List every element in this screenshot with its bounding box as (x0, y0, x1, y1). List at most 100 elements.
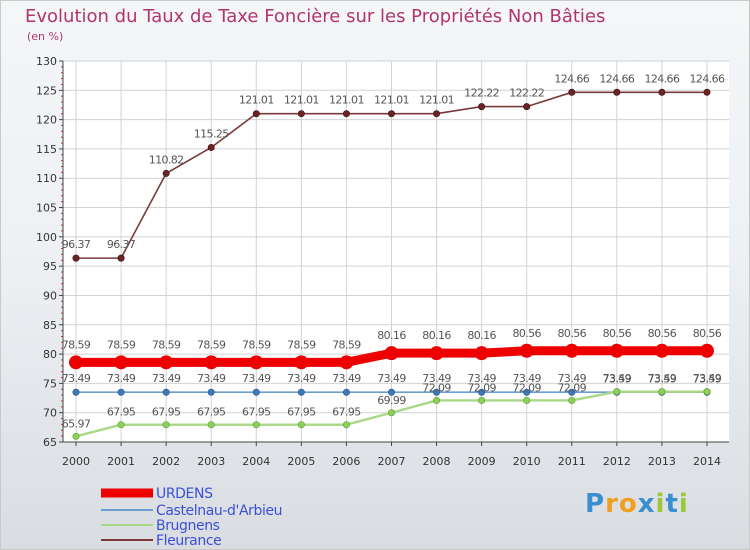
data-label: 124.66 (599, 72, 634, 85)
data-point (252, 388, 260, 396)
data-label: 73.59 (648, 373, 677, 386)
x-tick-label: 2007 (377, 455, 405, 468)
data-label: 80.56 (558, 327, 587, 340)
data-label: 73.49 (107, 372, 136, 385)
data-point (474, 346, 489, 361)
data-point (339, 355, 354, 370)
data-point (568, 396, 576, 404)
data-point (207, 388, 215, 396)
data-label: 73.49 (62, 372, 91, 385)
data-point (654, 343, 669, 358)
data-label: 96.37 (107, 238, 136, 251)
data-point (613, 88, 621, 96)
data-point (523, 103, 531, 111)
data-label: 73.59 (603, 373, 632, 386)
data-label: 72.09 (512, 381, 541, 394)
plot-area (63, 61, 729, 442)
data-point (433, 388, 441, 396)
x-tick-label: 2004 (242, 455, 270, 468)
x-tick-label: 2000 (62, 455, 90, 468)
unit-label: (en %) (27, 30, 64, 43)
data-label: 121.01 (374, 94, 409, 107)
data-label: 73.49 (332, 372, 361, 385)
data-label: 122.22 (509, 87, 544, 100)
data-point (523, 396, 531, 404)
data-label: 96.37 (62, 238, 91, 251)
data-label: 73.49 (242, 372, 271, 385)
data-label: 73.49 (603, 372, 632, 385)
data-label: 121.01 (239, 94, 274, 107)
x-tick-label: 2005 (287, 455, 315, 468)
data-point (204, 355, 219, 370)
data-point (207, 143, 215, 151)
data-label: 115.25 (194, 127, 229, 140)
data-point (703, 88, 711, 96)
data-point (72, 254, 80, 262)
data-point (249, 355, 264, 370)
series-fleurance (72, 88, 711, 262)
legend-label: Brugnens (156, 518, 220, 534)
data-point (342, 388, 350, 396)
data-label: 73.49 (512, 372, 541, 385)
y-tick-label: 130 (36, 55, 57, 68)
data-label: 80.16 (422, 329, 451, 342)
data-label: 124.66 (554, 72, 589, 85)
data-point (519, 343, 534, 358)
data-label: 80.56 (648, 327, 677, 340)
data-point (114, 355, 129, 370)
data-point (568, 88, 576, 96)
data-point (658, 388, 666, 396)
data-point (252, 110, 260, 118)
data-label: 73.49 (558, 372, 587, 385)
data-label: 122.22 (464, 87, 499, 100)
data-point (252, 421, 260, 429)
data-point (342, 421, 350, 429)
y-tick-label: 100 (36, 231, 57, 244)
data-label: 73.59 (693, 373, 722, 386)
data-point (699, 343, 714, 358)
data-label: 73.49 (422, 372, 451, 385)
x-tick-label: 2009 (468, 455, 496, 468)
data-point (297, 110, 305, 118)
data-point (564, 343, 579, 358)
logo-letter: x (637, 489, 656, 519)
data-label: 73.49 (287, 372, 316, 385)
x-axis-ticks: 2000 2001 2002 2003 2004 2005 2006 2007 2008 2009… (62, 442, 721, 468)
data-label: 67.95 (242, 406, 271, 419)
legend-label: Fleurance (156, 533, 221, 549)
data-point (609, 343, 624, 358)
data-label: 80.56 (603, 327, 632, 340)
data-label: 110.82 (149, 153, 184, 166)
data-point (433, 110, 441, 118)
data-point (342, 110, 350, 118)
x-tick-label: 2006 (332, 455, 360, 468)
data-point (523, 388, 531, 396)
data-point (297, 388, 305, 396)
data-label: 73.49 (197, 372, 226, 385)
logo-letter: i (655, 489, 666, 519)
data-point (387, 388, 395, 396)
x-tick-label: 2012 (603, 455, 631, 468)
data-point (478, 388, 486, 396)
data-label: 67.95 (107, 406, 136, 419)
x-tick-label: 2001 (107, 455, 135, 468)
chart-title: Evolution du Taux de Taxe Foncière sur l… (25, 6, 606, 27)
data-point (72, 388, 80, 396)
series-brugnens (72, 388, 711, 440)
logo-letter: r (605, 489, 619, 519)
x-tick-label: 2014 (693, 455, 721, 468)
y-tick-label: 125 (36, 84, 57, 97)
data-label: 78.59 (332, 338, 361, 351)
data-labels: 78.59 78.59 78.59 78.59 78.59 78.59 78.59 80.16… (62, 72, 726, 430)
series-urdens (69, 343, 714, 370)
data-point (117, 421, 125, 429)
data-label: 73.49 (467, 372, 496, 385)
y-tick-label: 120 (36, 114, 57, 127)
legend: URDENSCastelnau-d'ArbieuBrugnensFleuranc… (101, 486, 283, 549)
data-label: 78.59 (197, 338, 226, 351)
data-point (207, 421, 215, 429)
data-label: 124.66 (690, 72, 725, 85)
legend-label: Castelnau-d'Arbieu (156, 503, 282, 519)
data-label: 121.01 (329, 94, 364, 107)
